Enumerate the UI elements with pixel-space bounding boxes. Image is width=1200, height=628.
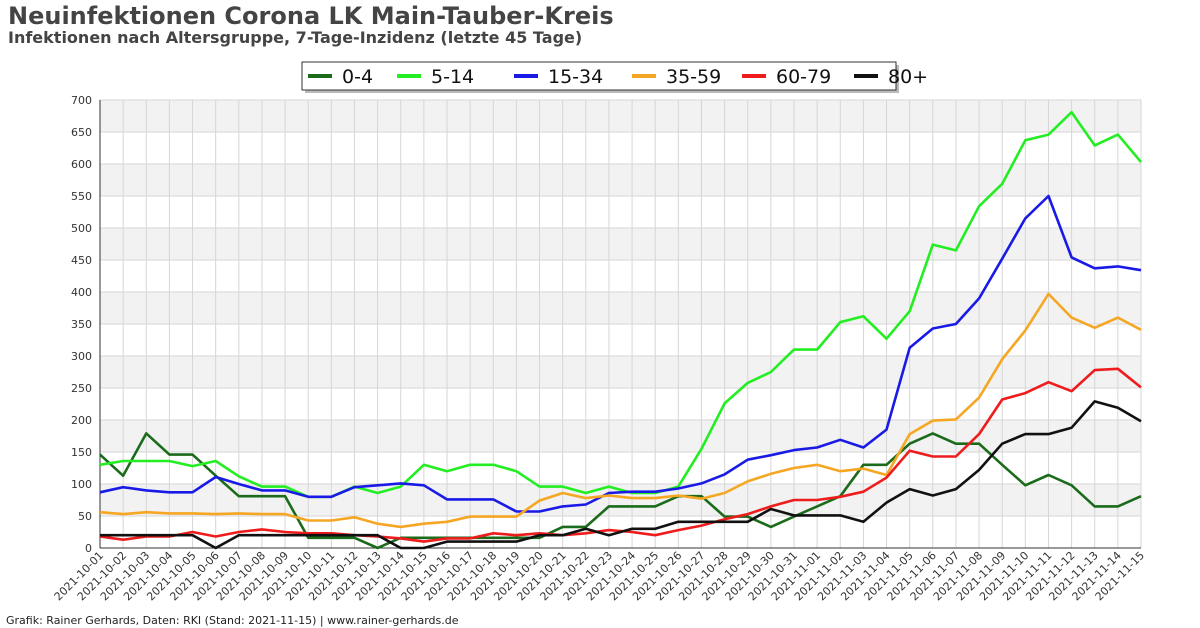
legend-label-35-59: 35-59	[666, 66, 721, 88]
y-tick-label: 100	[71, 478, 92, 491]
grid-band	[100, 100, 1141, 132]
chart-subtitle: Infektionen nach Altersgruppe, 7-Tage-In…	[8, 28, 583, 47]
legend-label-80+: 80+	[888, 66, 928, 88]
legend-label-15-34: 15-34	[548, 66, 603, 88]
y-tick-label: 550	[71, 190, 92, 203]
y-tick-label: 50	[78, 510, 92, 523]
series-line-5-14	[99, 110, 1142, 499]
grid-band	[100, 228, 1141, 260]
grid-band	[100, 164, 1141, 196]
y-tick-label: 650	[71, 126, 92, 139]
y-tick-label: 400	[71, 286, 92, 299]
y-tick-label: 200	[71, 414, 92, 427]
y-tick-label: 250	[71, 382, 92, 395]
chart-title: Neuinfektionen Corona LK Main-Tauber-Kre…	[8, 2, 614, 30]
grid-band	[100, 356, 1141, 388]
y-tick-label: 150	[71, 446, 92, 459]
y-tick-label: 500	[71, 222, 92, 235]
series-line-35-59	[99, 292, 1142, 529]
legend-label-0-4: 0-4	[342, 66, 373, 88]
y-tick-label: 350	[71, 318, 92, 331]
y-tick-label: 700	[71, 94, 92, 107]
line-chart: 0 50 100 150 200 250 300 350 400 450 500 550 600 650 7…	[52, 61, 1147, 603]
legend-label-60-79: 60-79	[776, 66, 831, 88]
y-tick-label: 0	[85, 542, 92, 555]
series-line-15-34	[99, 194, 1142, 513]
series-line-80+	[100, 400, 1142, 550]
grid-band	[100, 292, 1141, 324]
y-tick-label: 600	[71, 158, 92, 171]
y-tick-label: 450	[71, 254, 92, 267]
credit-text: Grafik: Rainer Gerhards, Daten: RKI (Sta…	[6, 614, 459, 627]
y-tick-label: 300	[71, 350, 92, 363]
legend-label-5-14: 5-14	[431, 66, 474, 88]
